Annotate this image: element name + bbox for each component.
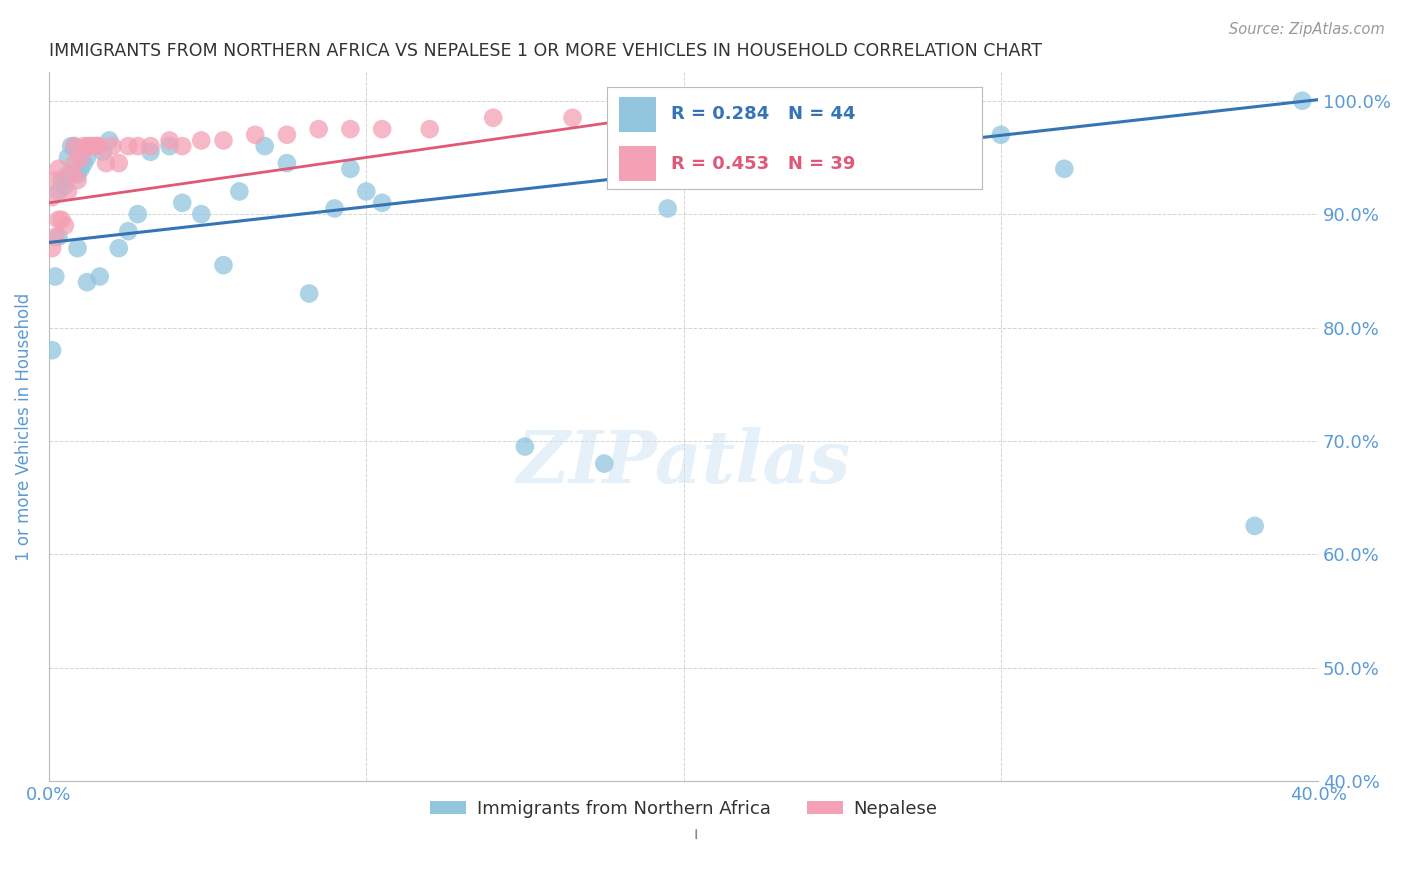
Point [101,139,124,153]
Point [79,139,101,153]
Point [98,133,121,147]
Point [60,168,83,182]
Point [190,207,212,221]
Point [212,258,235,272]
Point [1291,94,1313,108]
Point [276,156,298,170]
Point [127,207,149,221]
Point [371,195,394,210]
Point [89,269,111,284]
Point [41,241,63,255]
Point [561,111,583,125]
Point [172,139,194,153]
Point [159,139,181,153]
Point [56,185,79,199]
Point [593,457,616,471]
Point [73,139,96,153]
Point [66,173,89,187]
Point [41,343,63,358]
Point [48,185,70,199]
Point [308,122,330,136]
Point [89,139,111,153]
Point [73,156,96,170]
Point [60,139,83,153]
Point [513,440,536,454]
Point [127,139,149,153]
Point [253,139,276,153]
Point [356,185,378,199]
Y-axis label: 1 or more Vehicles in Household: 1 or more Vehicles in Household [15,293,32,561]
Point [69,161,91,176]
Point [139,139,162,153]
Point [53,178,76,193]
Point [482,111,505,125]
Point [66,241,89,255]
Point [339,161,361,176]
Point [48,212,70,227]
Point [48,161,70,176]
Point [56,151,79,165]
Text: Source: ZipAtlas.com: Source: ZipAtlas.com [1229,22,1385,37]
Point [323,202,346,216]
Point [56,168,79,182]
Point [276,128,298,142]
Point [63,156,86,170]
Point [86,139,108,153]
Point [86,139,108,153]
Point [190,133,212,147]
Point [212,133,235,147]
Point [44,229,66,244]
Text: ZIPatlas: ZIPatlas [516,426,851,498]
Point [990,128,1012,142]
Point [139,145,162,159]
Point [657,202,679,216]
Point [91,145,114,159]
Point [117,139,139,153]
Point [51,173,73,187]
Legend: Immigrants from Northern Africa, Nepalese: Immigrants from Northern Africa, Nepales… [422,793,945,825]
Point [245,128,267,142]
Point [76,151,98,165]
Point [419,122,441,136]
Point [44,173,66,187]
Point [79,139,101,153]
Text: IMMIGRANTS FROM NORTHERN AFRICA VS NEPALESE 1 OR MORE VEHICLES IN HOUSEHOLD CORR: IMMIGRANTS FROM NORTHERN AFRICA VS NEPAL… [49,42,1042,60]
Point [298,286,321,301]
Point [76,275,98,289]
Point [53,219,76,233]
Point [371,122,394,136]
Point [159,133,181,147]
Point [63,139,86,153]
Point [339,122,361,136]
Point [41,190,63,204]
Point [51,212,73,227]
Point [228,185,250,199]
Point [69,151,91,165]
Point [44,269,66,284]
Point [117,224,139,238]
Point [172,195,194,210]
Point [63,139,86,153]
Point [1243,519,1265,533]
Point [1053,161,1076,176]
Point [76,139,98,153]
Point [82,139,104,153]
Point [107,241,129,255]
Point [94,156,117,170]
Point [107,156,129,170]
Point [66,168,89,182]
Point [657,105,679,120]
Point [48,229,70,244]
